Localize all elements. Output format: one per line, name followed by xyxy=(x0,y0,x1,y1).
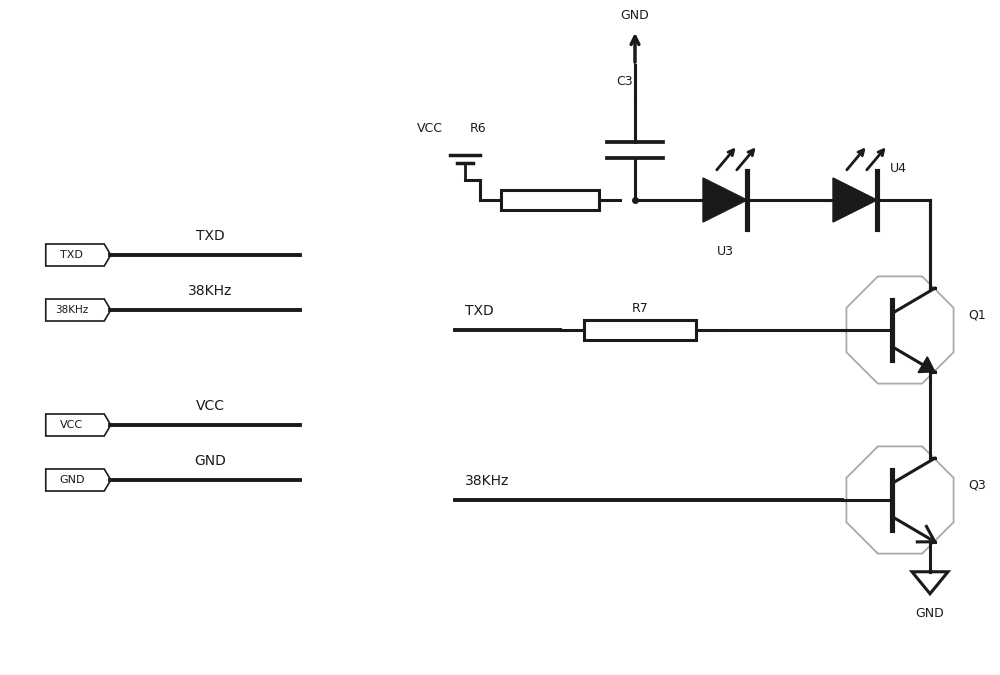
Text: TXD: TXD xyxy=(60,250,83,260)
Text: U3: U3 xyxy=(716,245,734,258)
Polygon shape xyxy=(918,357,935,373)
Text: 38KHz: 38KHz xyxy=(188,284,232,298)
Text: R6: R6 xyxy=(470,122,487,135)
Bar xyxy=(584,320,696,340)
Bar xyxy=(501,190,599,210)
Text: Q1: Q1 xyxy=(968,308,986,321)
Text: TXD: TXD xyxy=(196,229,224,243)
Polygon shape xyxy=(703,178,747,222)
Text: C3: C3 xyxy=(617,75,633,88)
Text: TXD: TXD xyxy=(465,304,494,318)
Text: U4: U4 xyxy=(890,162,907,175)
Text: 38KHz: 38KHz xyxy=(55,305,88,315)
Text: R7: R7 xyxy=(632,302,648,315)
Text: GND: GND xyxy=(621,9,649,22)
Polygon shape xyxy=(833,178,877,222)
Text: Q3: Q3 xyxy=(968,479,986,491)
Text: GND: GND xyxy=(194,454,226,468)
Text: GND: GND xyxy=(59,475,84,485)
Text: VCC: VCC xyxy=(60,420,83,430)
Text: VCC: VCC xyxy=(196,399,224,413)
Text: GND: GND xyxy=(916,607,944,620)
Text: VCC: VCC xyxy=(417,122,443,135)
Text: 38KHz: 38KHz xyxy=(465,474,509,488)
